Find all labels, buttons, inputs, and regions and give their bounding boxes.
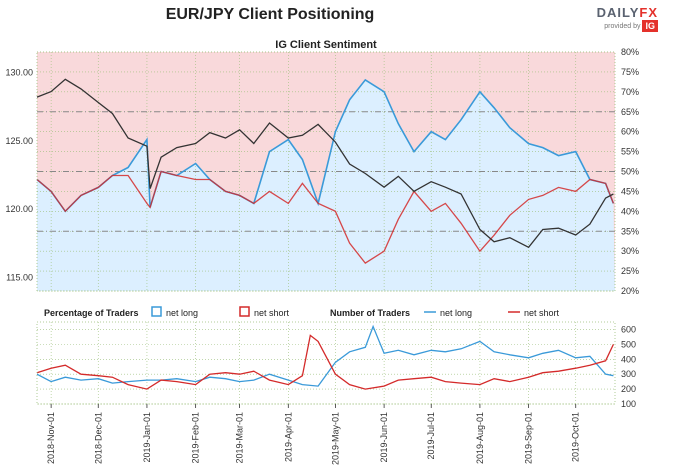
right-tick-label: 80% — [621, 47, 639, 57]
x-axis: 2018-Nov-01 2018-Dec-01 2019-Jan-01 2019-Fe… — [46, 404, 581, 465]
legend-num-long: net long — [440, 308, 472, 318]
left-tick-label: 130.00 — [5, 67, 33, 77]
right-tick-label: 600 — [621, 324, 636, 334]
right-tick-label: 55% — [621, 147, 639, 157]
x-tick-label: 2019-Jun-01 — [379, 412, 389, 463]
legend-pct-long: net long — [166, 308, 198, 318]
right-tick-label: 65% — [621, 107, 639, 117]
sentiment-panel: 20% 25% 30% 35% 40% 45% 50% 55% 60% 65% 70% 75% 80% 1… — [5, 47, 639, 296]
right-tick-label: 400 — [621, 354, 636, 364]
panel-border — [36, 51, 616, 292]
legend: Percentage of Traders net long net short… — [44, 306, 560, 318]
right-tick-label: 20% — [621, 286, 639, 296]
right-tick-label: 70% — [621, 87, 639, 97]
chart-title: EUR/JPY Client Positioning — [165, 6, 375, 23]
legend-num-heading: Number of Traders — [330, 308, 410, 318]
x-tick-label: 2018-Nov-01 — [46, 412, 56, 464]
legend-pct-heading: Percentage of Traders — [44, 308, 139, 318]
right-tick-label: 35% — [621, 226, 639, 236]
right-tick-label: 200 — [621, 384, 636, 394]
right-tick-label: 75% — [621, 67, 639, 77]
x-tick-label: 2019-Oct-01 — [571, 412, 581, 462]
left-tick-label: 125.00 — [5, 136, 33, 146]
x-tick-label: 2019-Sep-01 — [524, 412, 534, 464]
right-tick-label: 40% — [621, 206, 639, 216]
right-tick-label: 100 — [621, 399, 636, 409]
left-tick-label: 115.00 — [6, 272, 33, 282]
right-tick-label: 60% — [621, 127, 639, 137]
x-tick-label: 2019-Feb-01 — [191, 412, 201, 464]
net-long-count-line — [36, 324, 614, 387]
right-tick-label: 45% — [621, 186, 639, 196]
net-short-pct-line — [36, 170, 615, 264]
legend-num-short: net short — [524, 308, 560, 318]
dailyfx-logo: DAILYFX provided by IG — [596, 5, 658, 32]
right-tick-label: 50% — [621, 167, 639, 177]
ig-logo: IG — [642, 20, 658, 32]
legend-pct-short: net short — [254, 308, 290, 318]
sentiment-subtitle: IG Client Sentiment — [275, 39, 377, 51]
price-line — [36, 78, 614, 249]
left-tick-label: 120.00 — [5, 204, 33, 214]
x-tick-label: 2019-Aug-01 — [475, 412, 485, 464]
net-short-count-line — [36, 334, 614, 390]
right-tick-label: 500 — [621, 339, 636, 349]
legend-pct-long-swatch — [151, 306, 162, 317]
panel-border — [36, 321, 616, 405]
x-tick-label: 2019-May-01 — [330, 412, 340, 465]
right-tick-label: 25% — [621, 266, 639, 276]
x-tick-label: 2019-Jan-01 — [142, 412, 152, 463]
x-tick-label: 2019-Jul-01 — [426, 412, 436, 460]
x-tick-label: 2019-Apr-01 — [283, 412, 293, 462]
right-tick-label: 30% — [621, 246, 639, 256]
traders-panel: 100 200 300 400 500 600 — [36, 321, 636, 409]
legend-pct-short-swatch — [239, 306, 250, 317]
right-tick-label: 300 — [621, 369, 636, 379]
x-tick-label: 2018-Dec-01 — [93, 412, 103, 464]
x-tick-label: 2019-Mar-01 — [235, 412, 245, 464]
